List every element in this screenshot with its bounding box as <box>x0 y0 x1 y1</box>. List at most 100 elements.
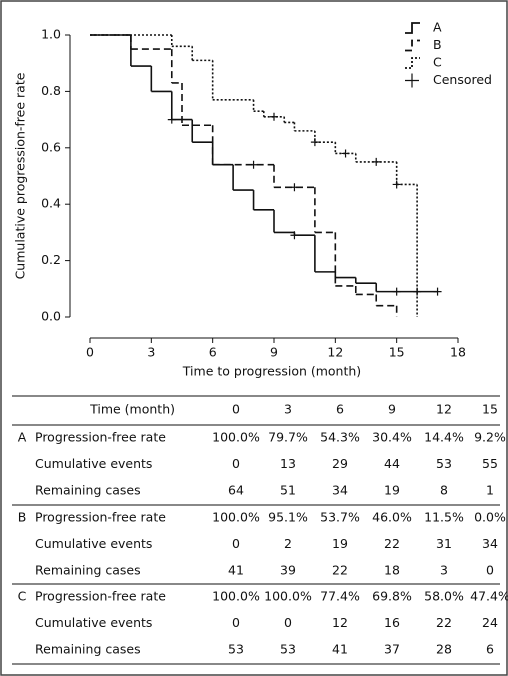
table-cell: 34 <box>482 536 498 551</box>
table-cell: 95.1% <box>268 510 308 525</box>
censor-mark <box>372 157 381 166</box>
table-cell: 53.7% <box>320 510 360 525</box>
x-tick-label: 0 <box>86 345 94 360</box>
x-tick-label: 6 <box>209 345 217 360</box>
table-cell: 58.0% <box>424 589 464 604</box>
table-cell: 3 <box>440 563 448 578</box>
row-label: Remaining cases <box>35 563 141 578</box>
y-tick-label: 1.0 <box>41 27 61 42</box>
legend-symbol <box>405 73 419 88</box>
table-header: 12 <box>436 402 452 417</box>
row-label: Remaining cases <box>35 642 141 657</box>
row-label: Progression-free rate <box>35 589 166 604</box>
table-cell: 6 <box>486 642 494 657</box>
table-cell: 1 <box>486 483 494 498</box>
group-label: A <box>18 430 27 445</box>
x-tick-label: 12 <box>327 345 343 360</box>
censor-mark <box>249 160 258 169</box>
censor-mark <box>290 183 299 192</box>
y-axis-label: Cumulative progression-free rate <box>13 72 28 279</box>
table-cell: 22 <box>436 615 452 630</box>
table-cell: 0 <box>232 615 240 630</box>
y-tick-label: 0.0 <box>41 309 61 324</box>
legend-label: A <box>433 20 442 35</box>
table-cell: 100.0% <box>212 510 260 525</box>
table-cell: 100.0% <box>264 589 312 604</box>
row-label: Progression-free rate <box>35 430 166 445</box>
table-cell: 39 <box>280 563 296 578</box>
censor-mark <box>392 180 401 189</box>
table-cell: 55 <box>482 456 498 471</box>
censor-mark <box>270 112 278 121</box>
table-cell: 69.8% <box>372 589 412 604</box>
x-tick-label: 18 <box>450 345 466 360</box>
y-tick-label: 0.2 <box>41 252 61 267</box>
table-cell: 22 <box>384 536 400 551</box>
table-cell: 16 <box>384 615 400 630</box>
table-cell: 53 <box>280 642 296 657</box>
table-cell: 64 <box>228 483 244 498</box>
y-tick-label: 0.4 <box>41 196 61 211</box>
table-cell: 29 <box>332 456 348 471</box>
table-cell: 0 <box>486 563 494 578</box>
censor-mark <box>290 231 299 240</box>
table-cell: 24 <box>482 615 498 630</box>
table-header: 3 <box>284 402 292 417</box>
legend-symbol <box>405 39 420 52</box>
table-cell: 19 <box>332 536 348 551</box>
censor-mark <box>392 287 401 296</box>
table-cell: 77.4% <box>320 589 360 604</box>
row-label: Remaining cases <box>35 483 141 498</box>
legend-symbol <box>405 57 420 69</box>
table-cell: 53 <box>228 642 244 657</box>
table-cell: 9.2% <box>474 430 506 445</box>
table-cell: 44 <box>384 456 400 471</box>
x-tick-label: 15 <box>389 345 405 360</box>
table-cell: 14.4% <box>424 430 464 445</box>
table-cell: 30.4% <box>372 430 412 445</box>
table-cell: 28 <box>436 642 452 657</box>
table-cell: 12 <box>332 615 348 630</box>
table-cell: 31 <box>436 536 452 551</box>
table-cell: 18 <box>384 563 400 578</box>
table-cell: 8 <box>440 483 448 498</box>
row-label: Cumulative events <box>35 615 152 630</box>
row-label: Cumulative events <box>35 536 152 551</box>
table-cell: 0.0% <box>474 510 506 525</box>
table-cell: 79.7% <box>268 430 308 445</box>
table-cell: 0 <box>284 615 292 630</box>
table-cell: 53 <box>436 456 452 471</box>
table-header: 6 <box>336 402 344 417</box>
legend-label: C <box>433 55 442 70</box>
censor-mark <box>341 149 350 158</box>
table-cell: 41 <box>228 563 244 578</box>
row-label: Cumulative events <box>35 456 152 471</box>
table-cell: 37 <box>384 642 400 657</box>
table <box>12 395 500 665</box>
x-tick-label: 9 <box>270 345 278 360</box>
table-header: 0 <box>232 402 240 417</box>
group-label: B <box>18 510 27 525</box>
x-axis-label: Time to progression (month) <box>182 364 361 379</box>
table-cell: 51 <box>280 483 296 498</box>
table-cell: 0 <box>232 456 240 471</box>
legend-symbol <box>405 22 420 34</box>
y-tick-label: 0.8 <box>41 83 61 98</box>
table-cell: 100.0% <box>212 430 260 445</box>
table-cell: 46.0% <box>372 510 412 525</box>
table-cell: 100.0% <box>212 589 260 604</box>
x-tick-label: 3 <box>147 345 155 360</box>
table-cell: 22 <box>332 563 348 578</box>
censor-mark <box>310 138 319 147</box>
table-cell: 0 <box>232 536 240 551</box>
censor-mark <box>433 287 442 296</box>
table-cell: 41 <box>332 642 348 657</box>
group-label: C <box>18 589 27 604</box>
y-tick-label: 0.6 <box>41 139 61 154</box>
table-cell: 54.3% <box>320 430 360 445</box>
row-label: Progression-free rate <box>35 510 166 525</box>
table-cell: 2 <box>284 536 292 551</box>
table-header: Time (month) <box>89 402 175 417</box>
